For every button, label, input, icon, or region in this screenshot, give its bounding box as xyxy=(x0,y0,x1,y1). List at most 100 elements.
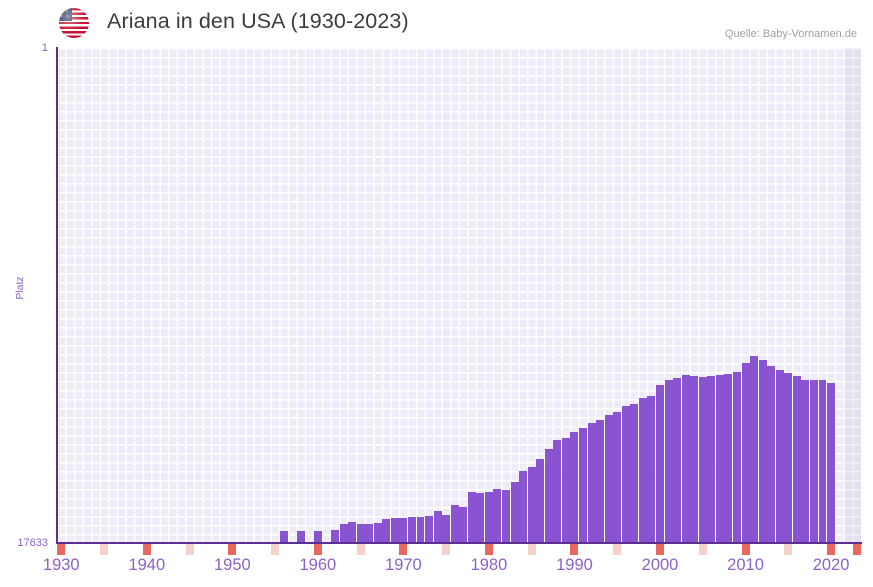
bar[interactable] xyxy=(365,523,374,543)
bar[interactable] xyxy=(664,379,673,543)
bar-series xyxy=(57,48,861,543)
x-tick-minor xyxy=(698,544,707,555)
bar[interactable] xyxy=(476,492,485,543)
bar[interactable] xyxy=(330,529,339,543)
bar[interactable] xyxy=(510,482,519,543)
bar[interactable] xyxy=(656,385,664,543)
bar[interactable] xyxy=(741,362,750,543)
bar[interactable] xyxy=(715,375,724,543)
bar[interactable] xyxy=(502,490,511,543)
bar[interactable] xyxy=(681,375,690,543)
bar[interactable] xyxy=(407,516,416,543)
x-axis-ticks xyxy=(57,544,861,556)
bar[interactable] xyxy=(630,404,639,543)
bar[interactable] xyxy=(792,375,801,543)
source-attribution: Quelle: Baby-Vornamen.de xyxy=(724,28,857,40)
x-tick-major xyxy=(656,544,664,555)
bar[interactable] xyxy=(604,415,613,543)
x-tick-major xyxy=(484,544,493,555)
bar[interactable] xyxy=(296,530,305,543)
bar[interactable] xyxy=(467,491,476,543)
x-tick-minor xyxy=(185,544,194,555)
bar[interactable] xyxy=(707,375,716,543)
x-axis-label: 2020 xyxy=(812,556,850,574)
x-tick-major xyxy=(57,544,66,555)
bar[interactable] xyxy=(382,519,391,543)
x-axis-label: 2000 xyxy=(641,556,679,574)
bar[interactable] xyxy=(673,378,682,543)
x-axis-label: 1960 xyxy=(299,556,337,574)
x-tick-major xyxy=(827,544,836,555)
bar[interactable] xyxy=(544,449,553,543)
x-tick-minor xyxy=(356,544,365,555)
bar[interactable] xyxy=(450,505,459,543)
bar[interactable] xyxy=(732,371,741,543)
bar[interactable] xyxy=(399,517,408,543)
bar[interactable] xyxy=(579,428,587,543)
bar[interactable] xyxy=(724,373,733,543)
bar[interactable] xyxy=(536,458,545,543)
flag-canton xyxy=(59,8,72,21)
bar[interactable] xyxy=(356,523,365,543)
x-axis-label: 1930 xyxy=(42,556,80,574)
bar[interactable] xyxy=(767,365,776,543)
y-axis-title: Platz xyxy=(14,276,26,300)
x-tick-major xyxy=(142,544,151,555)
bar[interactable] xyxy=(818,379,827,543)
us-flag-icon xyxy=(59,8,89,38)
bar[interactable] xyxy=(390,518,399,543)
bar[interactable] xyxy=(809,379,818,543)
bar[interactable] xyxy=(827,383,836,543)
bar[interactable] xyxy=(750,356,759,543)
x-axis-label: 1990 xyxy=(556,556,593,574)
x-tick-minor xyxy=(271,544,280,555)
bar[interactable] xyxy=(613,411,622,543)
bar[interactable] xyxy=(758,359,767,543)
bar[interactable] xyxy=(373,522,382,543)
bar[interactable] xyxy=(279,530,288,543)
bar[interactable] xyxy=(621,406,630,543)
bar[interactable] xyxy=(459,506,468,543)
x-tick-major xyxy=(570,544,579,555)
x-axis-line xyxy=(56,542,862,544)
x-tick-minor xyxy=(442,544,451,555)
bar[interactable] xyxy=(801,379,810,543)
bar[interactable] xyxy=(775,370,784,543)
bar[interactable] xyxy=(493,488,502,543)
x-axis-label: 1970 xyxy=(385,556,422,574)
bar[interactable] xyxy=(484,492,493,543)
bar[interactable] xyxy=(339,523,348,543)
y-axis-line xyxy=(56,47,58,544)
y-axis-top-label: 1 xyxy=(41,42,48,54)
bar[interactable] xyxy=(570,431,579,543)
page-title: Ariana in den USA (1930-2023) xyxy=(107,9,409,33)
x-tick-major xyxy=(741,544,750,555)
x-tick-major xyxy=(313,544,322,555)
bar[interactable] xyxy=(784,372,793,543)
bar[interactable] xyxy=(638,398,647,543)
x-axis-label: 1980 xyxy=(470,556,508,574)
bar[interactable] xyxy=(647,395,656,543)
bar[interactable] xyxy=(527,466,536,543)
bar[interactable] xyxy=(698,376,707,543)
x-tick-major xyxy=(399,544,408,555)
x-axis-label: 2010 xyxy=(727,556,764,574)
bar[interactable] xyxy=(348,521,357,543)
x-tick-minor xyxy=(613,544,622,555)
bar[interactable] xyxy=(519,471,528,543)
plot-area xyxy=(57,48,861,543)
bar[interactable] xyxy=(587,422,596,543)
y-axis-bottom-label: 17633 xyxy=(17,537,48,549)
flag-gloss xyxy=(59,8,89,38)
bar[interactable] xyxy=(690,375,699,543)
bar[interactable] xyxy=(416,516,425,543)
bar[interactable] xyxy=(313,530,322,543)
bar[interactable] xyxy=(433,511,442,543)
bar[interactable] xyxy=(553,440,562,543)
chart-header: Ariana in den USA (1930-2023) Quelle: Ba… xyxy=(0,0,873,46)
bar[interactable] xyxy=(561,438,570,543)
bar[interactable] xyxy=(425,515,434,543)
bar[interactable] xyxy=(442,514,451,543)
bar[interactable] xyxy=(596,419,605,543)
